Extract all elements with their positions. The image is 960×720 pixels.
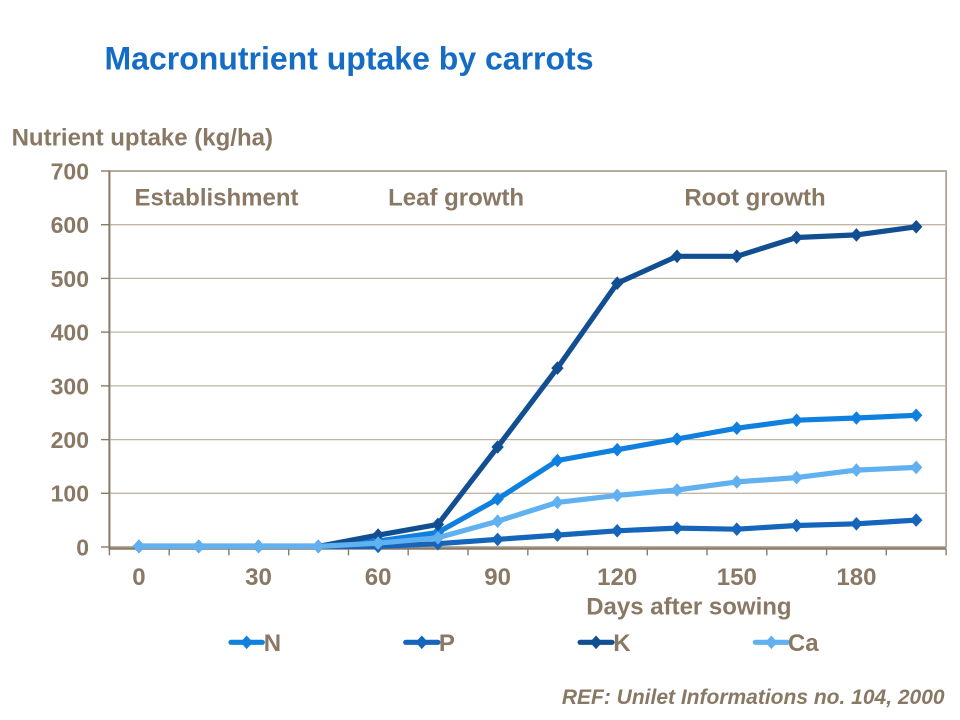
svg-text:Days after sowing: Days after sowing xyxy=(586,594,791,621)
svg-text:200: 200 xyxy=(51,427,89,453)
svg-text:100: 100 xyxy=(51,481,89,507)
svg-text:150: 150 xyxy=(717,564,757,591)
svg-text:K: K xyxy=(613,630,631,657)
svg-text:500: 500 xyxy=(51,266,89,292)
svg-text:Establishment: Establishment xyxy=(134,185,298,212)
svg-text:Leaf growth: Leaf growth xyxy=(388,185,524,212)
svg-text:90: 90 xyxy=(484,564,511,591)
svg-text:120: 120 xyxy=(597,564,637,591)
svg-text:60: 60 xyxy=(365,564,392,591)
svg-text:Ca: Ca xyxy=(788,630,819,657)
svg-text:180: 180 xyxy=(836,564,876,591)
svg-text:700: 700 xyxy=(51,158,89,184)
svg-text:400: 400 xyxy=(51,320,89,346)
svg-text:300: 300 xyxy=(51,373,89,399)
svg-text:30: 30 xyxy=(245,564,272,591)
svg-text:REF: Unilet Informations no. 1: REF: Unilet Informations no. 104, 2000 xyxy=(562,686,945,709)
svg-text:Nutrient uptake (kg/ha): Nutrient uptake (kg/ha) xyxy=(12,124,273,151)
svg-text:600: 600 xyxy=(51,212,89,238)
svg-text:0: 0 xyxy=(132,564,145,591)
svg-text:0: 0 xyxy=(76,534,89,560)
svg-text:P: P xyxy=(439,630,455,657)
svg-text:N: N xyxy=(264,630,281,657)
svg-text:Root growth: Root growth xyxy=(684,185,825,212)
svg-text:Macronutrient uptake by carrot: Macronutrient uptake by carrots xyxy=(105,41,594,77)
